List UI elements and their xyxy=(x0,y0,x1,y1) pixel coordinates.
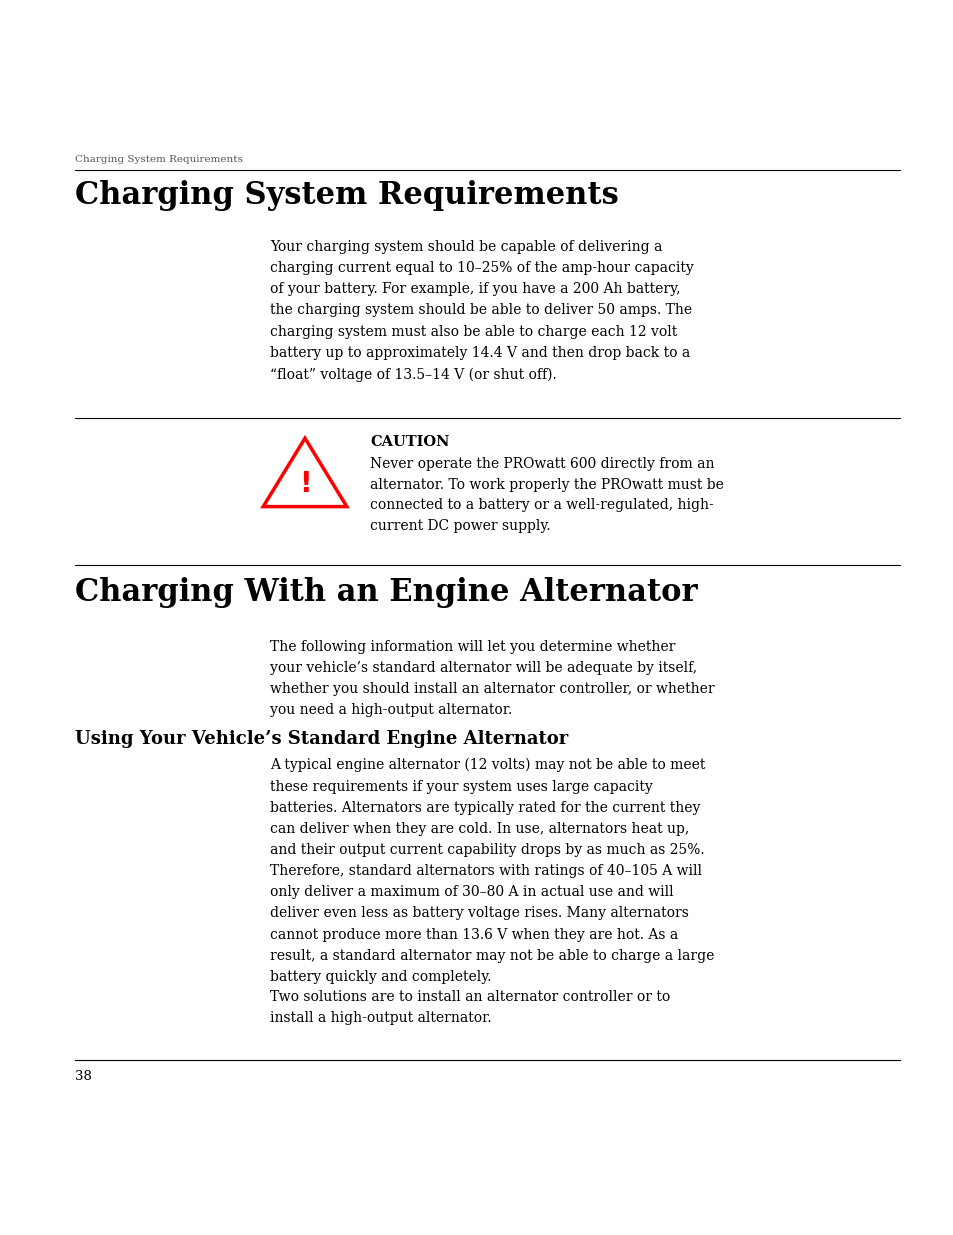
Text: Your charging system should be capable of delivering a
charging current equal to: Your charging system should be capable o… xyxy=(270,240,693,382)
Text: The following information will let you determine whether
your vehicle’s standard: The following information will let you d… xyxy=(270,640,714,718)
Text: Charging With an Engine Alternator: Charging With an Engine Alternator xyxy=(75,577,697,608)
Text: Never operate the PROwatt 600 directly from an
alternator. To work properly the : Never operate the PROwatt 600 directly f… xyxy=(370,457,723,532)
Text: A typical engine alternator (12 volts) may not be able to meet
these requirement: A typical engine alternator (12 volts) m… xyxy=(270,758,714,984)
Text: Two solutions are to install an alternator controller or to
install a high-outpu: Two solutions are to install an alternat… xyxy=(270,990,670,1025)
Text: 38: 38 xyxy=(75,1070,91,1083)
Text: Charging System Requirements: Charging System Requirements xyxy=(75,180,618,211)
Text: Using Your Vehicle’s Standard Engine Alternator: Using Your Vehicle’s Standard Engine Alt… xyxy=(75,730,568,748)
Text: Charging System Requirements: Charging System Requirements xyxy=(75,156,243,164)
Text: !: ! xyxy=(298,471,311,498)
Text: CAUTION: CAUTION xyxy=(370,435,449,450)
Polygon shape xyxy=(263,438,347,506)
